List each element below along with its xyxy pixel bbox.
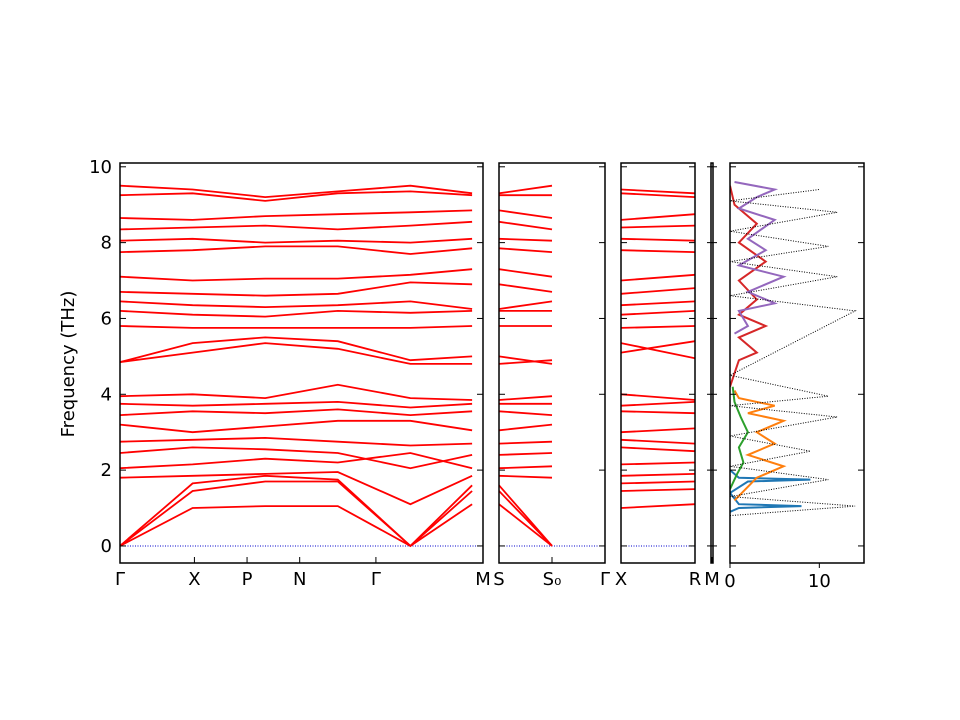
band-line-2-17 (621, 273, 695, 282)
x-tick-label-0-3: N (293, 569, 306, 590)
y-tick-label-3: 6 (101, 308, 112, 329)
band-line-2-22 (621, 192, 695, 198)
y-tick-label-0: 0 (101, 536, 112, 557)
band-line-1-20 (499, 220, 553, 231)
band-line-1-10 (499, 395, 553, 401)
panel-frame-2 (620, 162, 696, 564)
band-line-0-18 (120, 245, 473, 255)
x-tick-label-0-0: Γ (115, 569, 125, 590)
band-line-2-19 (621, 237, 695, 242)
band-line-1-4 (499, 465, 553, 470)
band-line-1-6 (499, 440, 553, 445)
band-line-2-4 (621, 461, 695, 466)
panel-frame-0 (119, 162, 484, 564)
band-line-2-20 (621, 224, 695, 229)
band-line-1-1 (499, 484, 553, 547)
band-line-0-9 (120, 400, 473, 409)
band-line-0-19 (120, 237, 473, 244)
band-line-2-6 (621, 438, 695, 445)
band-line-0-21 (120, 209, 473, 221)
dos-series-0 (730, 469, 811, 513)
band-line-2-18 (621, 249, 695, 253)
y-axis-title: Frequency (THz) (58, 291, 79, 438)
band-line-2-12 (621, 340, 695, 354)
y-tick-label-5: 10 (89, 157, 112, 178)
band-line-0-5 (120, 446, 473, 470)
x-tick-label-0-1: X (188, 569, 200, 590)
band-line-1-7 (499, 423, 553, 432)
band-line-2-9 (621, 401, 695, 407)
x-tick-label-2-0: X (615, 569, 627, 590)
x-tick-label-0-2: P (242, 569, 253, 590)
dos-x-tick-label-0: 0 (724, 571, 735, 592)
band-line-2-5 (621, 446, 695, 453)
band-line-1-12 (499, 359, 553, 365)
band-line-1-2 (499, 503, 553, 547)
band-line-0-14 (120, 309, 473, 318)
band-line-1-3 (499, 474, 553, 479)
band-line-2-7 (621, 427, 695, 434)
band-line-0-4 (120, 452, 473, 470)
x-tick-label-0-5: M (475, 569, 491, 590)
band-line-2-8 (621, 410, 695, 415)
band-line-2-11 (621, 342, 695, 360)
band-line-2-2 (621, 503, 695, 509)
band-line-1-18 (499, 247, 553, 253)
y-tick-label-2: 4 (101, 384, 112, 405)
band-line-2-14 (621, 310, 695, 316)
band-line-1-23 (499, 184, 553, 195)
dos-series-3 (730, 185, 769, 388)
band-line-2-1 (621, 480, 695, 485)
band-line-1-16 (499, 283, 553, 293)
band-line-1-5 (499, 452, 553, 456)
x-tick-label-1-2: Γ (600, 569, 610, 590)
band-line-2-23 (621, 188, 695, 195)
band-line-1-17 (499, 268, 553, 278)
band-line-2-0 (621, 488, 695, 492)
band-line-0-17 (120, 268, 473, 282)
dos-series-1 (733, 389, 787, 502)
dos-x-tick-label-1: 10 (808, 571, 831, 592)
band-line-0-22 (120, 190, 473, 202)
band-line-2-10 (621, 393, 695, 401)
band-line-0-15 (120, 300, 473, 310)
band-line-0-7 (120, 419, 473, 434)
dos-series-2 (730, 386, 750, 490)
band-line-1-11 (499, 355, 553, 365)
band-line-2-13 (621, 325, 695, 329)
band-line-2-3 (621, 473, 695, 477)
x-tick-label-1-1: S₀ (543, 569, 562, 590)
band-line-0-13 (120, 325, 473, 329)
y-tick-label-1: 2 (101, 460, 112, 481)
band-line-0-6 (120, 436, 473, 447)
band-line-2-21 (621, 213, 695, 221)
band-line-0-2 (120, 503, 473, 547)
band-line-0-12 (120, 342, 473, 365)
band-line-0-10 (120, 383, 473, 401)
band-line-0-8 (120, 408, 473, 417)
x-tick-label-3-0: M (704, 569, 720, 590)
band-line-1-21 (499, 209, 553, 219)
y-tick-label-4: 8 (101, 233, 112, 254)
panel-frame-4 (729, 162, 865, 564)
dos-series-5 (730, 189, 857, 517)
band-line-1-15 (499, 300, 553, 310)
band-line-1-19 (499, 237, 553, 242)
x-tick-label-1-0: S (493, 569, 504, 590)
x-tick-label-2-1: R (689, 569, 702, 590)
x-tick-label-0-4: Γ (371, 569, 381, 590)
band-line-0-3 (120, 471, 473, 506)
band-line-2-16 (621, 287, 695, 295)
band-line-0-1 (120, 474, 473, 548)
panel-frame-3 (710, 162, 714, 564)
band-line-2-15 (621, 300, 695, 307)
band-line-0-11 (120, 336, 473, 363)
band-line-0-16 (120, 281, 473, 297)
band-line-0-20 (120, 220, 473, 231)
band-line-0-23 (120, 184, 473, 199)
band-line-1-8 (499, 410, 553, 416)
